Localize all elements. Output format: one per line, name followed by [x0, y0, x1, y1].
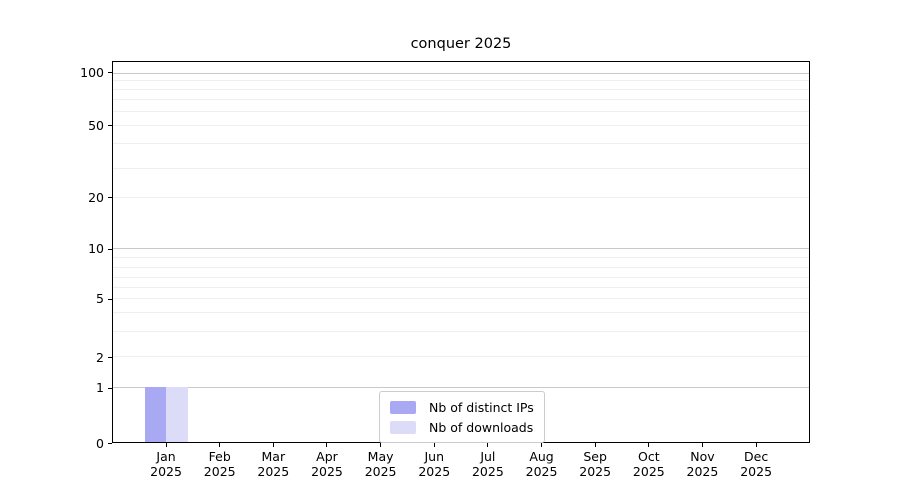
x-tick-month: Mar — [261, 449, 286, 464]
x-tick-year: 2025 — [364, 464, 397, 479]
legend-row-1: Nb of distinct IPs — [390, 397, 534, 417]
x-tick-mark-may — [380, 443, 382, 447]
gridline-minor-30 — [113, 167, 809, 169]
y-tick-mark-10 — [108, 248, 112, 250]
bar-nb-of-distinct-ips-jan — [144, 387, 167, 442]
gridline-minor-50 — [113, 125, 809, 127]
chart-title: conquer 2025 — [410, 36, 512, 52]
x-tick-mark-nov — [701, 443, 703, 447]
legend-swatch-icon — [390, 420, 416, 434]
gridline-minor-90 — [113, 79, 809, 81]
x-tick-year: 2025 — [471, 464, 504, 479]
x-tick-label-nov: Nov 2025 — [687, 449, 719, 479]
x-tick-label-feb: Feb 2025 — [204, 449, 236, 479]
x-tick-month: Dec — [744, 449, 769, 464]
x-tick-year: 2025 — [740, 464, 773, 479]
gridline-minor-5 — [113, 298, 809, 300]
gridline-minor-3 — [113, 330, 809, 332]
x-tick-year: 2025 — [257, 464, 290, 479]
x-tick-label-dec: Dec 2025 — [740, 449, 772, 479]
x-tick-mark-mar — [272, 443, 274, 447]
legend-swatch-icon — [390, 400, 416, 414]
x-tick-mark-sep — [594, 443, 596, 447]
x-tick-label-jul: Jul 2025 — [472, 449, 504, 479]
gridline-minor-7 — [113, 276, 809, 278]
x-tick-label-apr: Apr 2025 — [311, 449, 343, 479]
x-tick-year: 2025 — [579, 464, 612, 479]
gridline-minor-70 — [113, 98, 809, 100]
x-tick-mark-aug — [541, 443, 543, 447]
gridline-minor-60 — [113, 110, 809, 112]
x-tick-month: Oct — [638, 449, 660, 464]
x-tick-year: 2025 — [686, 464, 719, 479]
y-tick-label-50: 50 — [88, 117, 104, 133]
x-tick-year: 2025 — [311, 464, 343, 479]
x-tick-label-mar: Mar 2025 — [257, 449, 289, 479]
x-tick-label-jan: Jan 2025 — [150, 449, 182, 479]
gridline-minor-80 — [113, 88, 809, 90]
gridline-minor-40 — [113, 143, 809, 145]
y-tick-mark-50 — [108, 125, 112, 127]
y-tick-label-0: 0 — [96, 435, 104, 451]
gridline-minor-2 — [113, 356, 809, 357]
x-tick-label-aug: Aug 2025 — [526, 449, 558, 479]
gridline-minor-20 — [113, 197, 809, 199]
y-tick-mark-100 — [108, 72, 112, 74]
x-tick-month: Jan — [156, 449, 176, 464]
legend: Nb of distinct IPs Nb of downloads — [379, 391, 545, 443]
gridline-major-100 — [113, 72, 809, 74]
y-tick-mark-5 — [108, 298, 112, 300]
y-tick-label-10: 10 — [88, 240, 104, 256]
x-tick-mark-oct — [648, 443, 650, 447]
x-tick-month: Sep — [583, 449, 607, 464]
x-tick-label-may: May 2025 — [365, 449, 397, 479]
x-tick-mark-jan — [165, 443, 167, 447]
x-tick-label-jun: Jun 2025 — [418, 449, 450, 479]
gridline-minor-9 — [113, 257, 809, 259]
x-tick-month: Feb — [208, 449, 231, 464]
gridline-major-1 — [113, 386, 809, 388]
x-tick-year: 2025 — [203, 464, 236, 479]
plot-area: Nb of distinct IPs Nb of downloads — [112, 61, 810, 443]
x-tick-month: May — [367, 449, 394, 464]
legend-label: Nb of distinct IPs — [429, 399, 534, 415]
x-tick-year: 2025 — [150, 464, 182, 479]
x-tick-year: 2025 — [525, 464, 558, 479]
x-tick-mark-jun — [433, 443, 435, 447]
y-tick-mark-20 — [108, 197, 112, 199]
plot-canvas — [113, 62, 809, 442]
x-tick-year: 2025 — [418, 464, 451, 479]
x-tick-mark-apr — [326, 443, 328, 447]
gridline-minor-8 — [113, 266, 809, 268]
x-tick-year: 2025 — [632, 464, 665, 479]
x-tick-mark-jul — [487, 443, 489, 447]
x-tick-month: Apr — [316, 449, 338, 464]
bar-nb-of-downloads-jan — [166, 387, 188, 442]
y-tick-label-5: 5 — [96, 291, 104, 307]
y-tick-label-100: 100 — [80, 64, 104, 80]
x-tick-month: Jul — [480, 449, 496, 464]
x-tick-month: Nov — [690, 449, 715, 464]
gridline-minor-4 — [113, 311, 809, 313]
x-tick-mark-feb — [219, 443, 221, 447]
y-tick-mark-2 — [108, 357, 112, 359]
legend-row-2: Nb of downloads — [390, 417, 534, 437]
y-tick-mark-0 — [108, 443, 112, 444]
x-tick-mark-dec — [755, 443, 757, 447]
x-tick-month: Aug — [529, 449, 554, 464]
y-tick-label-1: 1 — [96, 380, 104, 396]
gridline-major-10 — [113, 248, 809, 250]
gridline-minor-6 — [113, 287, 809, 289]
legend-label: Nb of downloads — [429, 419, 534, 435]
x-tick-month: Jun — [424, 449, 445, 464]
y-tick-label-20: 20 — [88, 189, 104, 205]
y-tick-label-2: 2 — [96, 349, 104, 365]
y-tick-mark-1 — [108, 387, 112, 389]
x-tick-label-oct: Oct 2025 — [633, 449, 665, 479]
x-tick-label-sep: Sep 2025 — [579, 449, 611, 479]
